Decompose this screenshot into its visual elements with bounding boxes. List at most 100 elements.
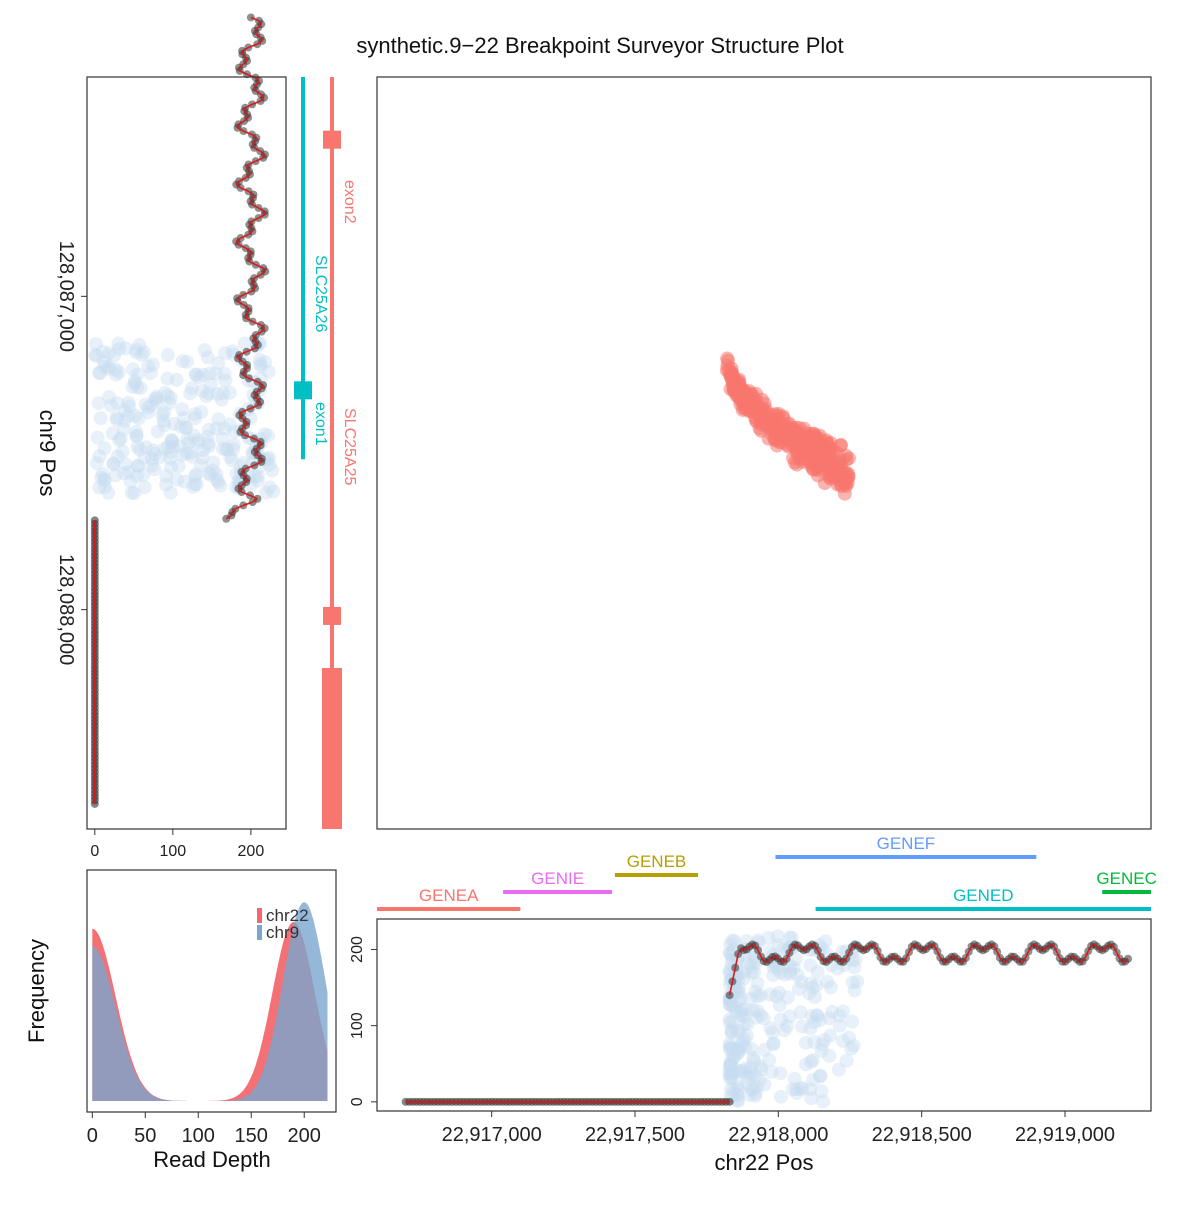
chr22-discordant-point <box>833 1019 847 1033</box>
chr9-y-tick-label: 128,087,000 <box>55 241 77 352</box>
chr9-discordant-point <box>94 411 108 425</box>
structure-read-pair-point <box>753 421 767 435</box>
chr22-discordant-point <box>738 1002 752 1016</box>
density-x-tick-label: 100 <box>182 1125 215 1147</box>
chr9-discordant-point <box>97 360 111 374</box>
structure-read-pair-point <box>770 425 784 439</box>
structure-read-pair-point <box>793 437 807 451</box>
chr22-discordant-point <box>799 1036 813 1050</box>
chr9-depth-segment <box>253 195 254 198</box>
legend-label-chr9: chr9 <box>266 923 299 942</box>
structure-scatter-points <box>720 352 856 501</box>
density-x-axis-label: Read Depth <box>153 1147 270 1172</box>
chr22-depth-segment <box>863 949 866 950</box>
chr22-gene-genea-label: GENEA <box>419 886 479 905</box>
chr9-depth-segment <box>261 459 262 462</box>
chr9-discordant-point <box>190 477 204 491</box>
chr9-depth-segment <box>255 138 256 141</box>
chr9-discordant-point <box>109 368 123 382</box>
chr9-discordant-point <box>110 396 124 410</box>
chr22-discordant-point <box>806 1053 820 1067</box>
structure-read-pair-point <box>730 389 744 403</box>
chr9-discordant-point <box>125 486 139 500</box>
chr22-discordant-point <box>795 975 809 989</box>
chr9-x-tick-label: 0 <box>90 843 99 860</box>
chr9-discordant-point <box>179 446 193 460</box>
chr9-discordant-point <box>189 368 203 382</box>
chr22-discordant-point <box>820 975 834 989</box>
chr9-discordant-point <box>129 343 143 357</box>
structure-read-pair-point <box>834 454 848 468</box>
chr22-depth-segment <box>752 945 755 946</box>
chr9-discordant-point <box>150 395 164 409</box>
chr22-discordant-point <box>773 1066 787 1080</box>
structure-read-pair-point <box>753 409 767 423</box>
chr9-discordant-point <box>91 431 105 445</box>
chr22-x-tick-label: 22,918,000 <box>728 1124 828 1146</box>
chr22-discordant-point <box>795 1019 809 1033</box>
chr22-depth-segment <box>804 949 807 950</box>
chr22-discordant-point <box>783 967 797 981</box>
chr22-discordant-point <box>747 1054 761 1068</box>
chr22-discordant-point <box>813 1069 827 1083</box>
legend-swatch-chr9 <box>257 925 262 940</box>
chr22-y-tick-label: 100 <box>349 1012 366 1039</box>
structure-read-pair-point <box>812 431 826 445</box>
chr22-discordant-point <box>794 1005 808 1019</box>
chr22-x-tick-label: 22,919,000 <box>1015 1124 1115 1146</box>
chr22-discordant-point <box>727 1049 741 1063</box>
chr9-discordant-point <box>132 411 146 425</box>
chr9-depth-segment <box>239 68 240 71</box>
chr9-discordant-point <box>188 407 202 421</box>
gene-slc25a25-exon-b <box>323 607 341 625</box>
chr22-discordant-point <box>819 934 833 948</box>
gene-slc25a26-exon-label: exon1 <box>312 402 329 446</box>
density-x-tick-label: 0 <box>87 1125 98 1147</box>
structure-read-pair-point <box>742 384 756 398</box>
structure-read-pair-point <box>818 476 832 490</box>
chr22-depth-segment <box>795 944 798 945</box>
chr9-y-tick-label: 128,088,000 <box>55 554 77 665</box>
chr9-discordant-point <box>202 423 216 437</box>
chr22-discordant-point <box>842 1031 856 1045</box>
chr9-discordant-point <box>196 443 210 457</box>
chr22-discordant-point <box>763 988 777 1002</box>
chr9-discordant-point <box>133 381 147 395</box>
chr22-discordant-point <box>802 986 816 1000</box>
chr22-discordant-point <box>803 1082 817 1096</box>
chr22-discordant-point <box>766 1025 780 1039</box>
chr9-discordant-point <box>117 422 131 436</box>
chr9-depth-points <box>88 13 280 807</box>
chr9-depth-segment <box>248 258 249 261</box>
gene-slc25a25-utr-block <box>322 668 342 829</box>
chr22-discordant-point <box>748 1069 762 1083</box>
chr9-discordant-point <box>176 354 190 368</box>
structure-read-pair-point <box>812 463 826 477</box>
chr22-x-tick-label: 22,917,000 <box>442 1124 542 1146</box>
chr22-discordant-point <box>773 998 787 1012</box>
chr22-discordant-point <box>848 984 862 998</box>
structure-read-pair-point <box>724 370 738 384</box>
gene-slc25a25-label: SLC25A25 <box>341 408 358 485</box>
chr22-y-tick-label: 0 <box>349 1097 366 1106</box>
density-y-axis-label: Frequency <box>24 939 49 1043</box>
chr9-discordant-point <box>203 468 217 482</box>
chr9-discordant-point <box>263 480 277 494</box>
density-x-tick-label: 200 <box>288 1125 321 1147</box>
chr22-gene-genef-label: GENEF <box>877 834 936 853</box>
chr9-discordant-point <box>216 386 230 400</box>
chr9-depth-segment <box>244 108 245 111</box>
chr22-gene-geneb-label: GENEB <box>627 852 687 871</box>
chr9-depth-segment <box>237 298 238 301</box>
chr22-discordant-point <box>777 1023 791 1037</box>
chr22-discordant-point <box>774 1090 788 1104</box>
chr22-gene-genie-label: GENIE <box>531 869 584 888</box>
chr9-discordant-point <box>201 350 215 364</box>
chr9-discordant-point <box>203 366 217 380</box>
